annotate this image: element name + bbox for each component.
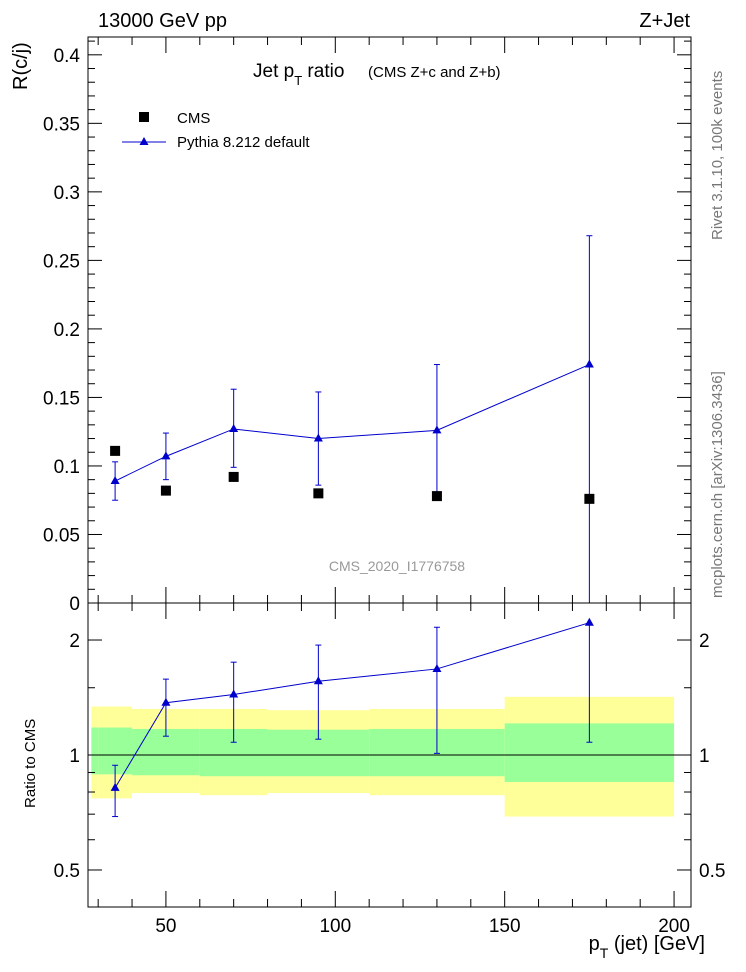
main-y-tick-label: 0.05 (43, 525, 80, 546)
mc-series-line (114, 364, 590, 482)
ratio-plot (110, 617, 594, 818)
ratio-mc-point (161, 697, 171, 706)
main-plot (110, 235, 595, 603)
plot-title-suffix: ratio (302, 61, 344, 82)
legend-cms-label: CMS (177, 110, 210, 127)
plot-title-sub: T (294, 73, 302, 88)
mc-point (110, 476, 120, 485)
ratio-y-tick-label: 1 (69, 746, 80, 767)
ratio-y-tick-label-right: 2 (699, 631, 710, 652)
ratio-mc-point (432, 663, 442, 672)
main-y-tick-label: 0.25 (43, 251, 80, 272)
x-tick-label: 100 (319, 916, 351, 937)
ratio-y-label: Ratio to CMS (22, 719, 39, 808)
ratio-bands (88, 696, 691, 817)
x-tick-label: 50 (155, 916, 176, 937)
mc-point (584, 359, 594, 368)
mc-point (313, 433, 323, 442)
ratio-y-tick-label: 0.5 (54, 861, 80, 882)
header-right: Z+Jet (639, 10, 690, 32)
ratio-mc-point (313, 676, 323, 685)
x-tick-label: 150 (489, 916, 521, 937)
main-y-tick-label: 0 (69, 594, 80, 615)
x-tick-label: 200 (658, 916, 690, 937)
main-y-label: R(c/j) (10, 42, 32, 90)
ratio-band-inner (91, 727, 99, 775)
legend-mc-marker (139, 137, 149, 145)
ratio-mc-point (110, 782, 120, 791)
ratio-mc-point (229, 689, 239, 698)
cms-point (228, 471, 239, 482)
ratio-y-tick-label-right: 0.5 (699, 861, 725, 882)
legend-mc-label: Pythia 8.212 default (177, 134, 310, 151)
x-axis-title-suffix: (jet) [GeV] (608, 933, 705, 955)
ratio-mc-point (584, 617, 594, 626)
x-axis-title: pT (jet) [GeV] (589, 933, 705, 961)
mc-point (229, 423, 239, 432)
mc-point (432, 425, 442, 434)
x-axis-title-main: p (589, 933, 600, 955)
ratio-y-tick-label-right: 1 (699, 746, 710, 767)
main-y-tick-label: 0.2 (54, 320, 80, 341)
plot-title-main: Jet p (253, 61, 294, 82)
main-y-tick-label: 0.35 (43, 114, 80, 135)
mcplots-label: mcplots.cern.ch [arXiv:1306.3436] (709, 371, 726, 598)
main-y-tick-label: 0.3 (54, 183, 80, 204)
ratio-y-tick-label: 2 (69, 631, 80, 652)
header-left: 13000 GeV pp (98, 10, 227, 32)
cms-point (584, 493, 595, 504)
ratio-mc-line (114, 622, 590, 789)
cms-point (110, 445, 121, 456)
legend-cms-marker (139, 112, 149, 122)
main-y-tick-label: 0.15 (43, 388, 80, 409)
main-y-tick-label: 0.1 (54, 457, 80, 478)
watermark: CMS_2020_I1776758 (329, 558, 465, 574)
cms-point (431, 491, 442, 502)
mc-point (161, 451, 171, 460)
axes: 0 0.05 0.1 0.15 0.2 0.25 0.3 0.35 0.4 0.5 0.5 1 1 2 2 5… (43, 36, 725, 937)
plot-title: Jet pT ratio (253, 61, 344, 88)
cms-point (313, 488, 324, 499)
cms-point (160, 485, 171, 496)
plot-title-detail: (CMS Z+c and Z+b) (368, 64, 501, 81)
main-y-tick-label: 0.4 (54, 46, 81, 67)
x-axis-title-sub: T (600, 945, 609, 961)
rivet-label: Rivet 3.1.10, 100k events (709, 71, 726, 240)
